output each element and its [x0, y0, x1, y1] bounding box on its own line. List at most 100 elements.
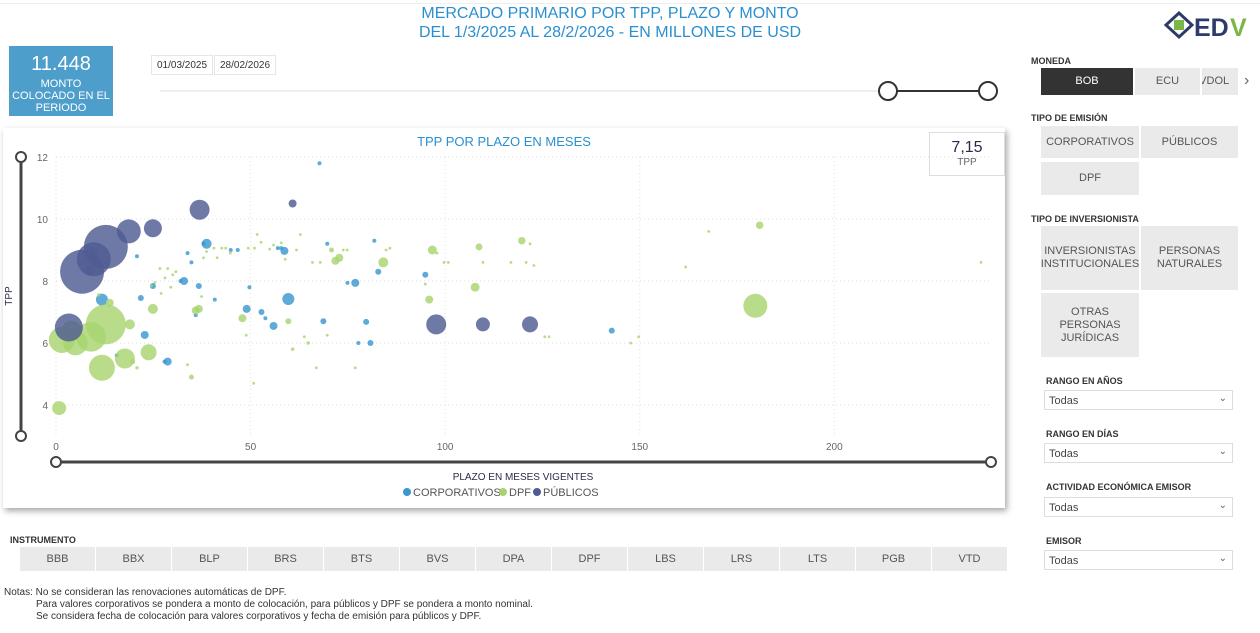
data-point-dpf[interactable]	[283, 257, 287, 261]
data-point-dpf[interactable]	[979, 260, 983, 264]
data-point-dpf[interactable]	[259, 240, 263, 244]
data-point-dpf[interactable]	[329, 247, 334, 253]
data-point-dpf[interactable]	[238, 314, 247, 323]
data-point-dpf[interactable]	[194, 304, 203, 313]
data-point-corporativos[interactable]	[201, 241, 206, 246]
data-point-corporativos[interactable]	[137, 295, 144, 302]
data-point-dpf[interactable]	[140, 344, 157, 361]
data-point-dpf[interactable]	[215, 256, 219, 260]
data-point-dpf[interactable]	[353, 366, 357, 370]
data-point-dpf[interactable]	[130, 359, 136, 365]
data-point-dpf[interactable]	[244, 333, 248, 337]
data-point-dpf[interactable]	[547, 335, 551, 339]
data-point-dpf[interactable]	[509, 260, 513, 264]
data-point-corporativos[interactable]	[356, 341, 361, 345]
instrumento-pgb-button[interactable]: PGB	[856, 547, 931, 571]
data-point-dpf[interactable]	[169, 285, 173, 289]
data-point-dpf[interactable]	[220, 246, 224, 250]
data-point-corporativos[interactable]	[185, 251, 190, 256]
instrumento-dpa-button[interactable]: DPA	[476, 547, 551, 571]
instrumento-bbb-button[interactable]: BBB	[20, 547, 95, 571]
data-point-dpf[interactable]	[255, 233, 259, 236]
data-point-dpf[interactable]	[88, 354, 115, 381]
data-point-dpf[interactable]	[528, 242, 532, 246]
moneda-bob-button[interactable]: BOB	[1041, 68, 1133, 95]
data-point-dpf[interactable]	[518, 236, 526, 245]
data-point-corporativos[interactable]	[189, 260, 194, 265]
data-point-públicos[interactable]	[143, 219, 162, 238]
data-point-corporativos[interactable]	[258, 309, 265, 315]
data-point-dpf[interactable]	[384, 248, 388, 252]
instrumento-bbx-button[interactable]: BBX	[96, 547, 171, 571]
date-slider-end-handle[interactable]	[978, 81, 998, 101]
data-point-dpf[interactable]	[524, 260, 528, 264]
data-point-corporativos[interactable]	[180, 277, 189, 285]
data-point-dpf[interactable]	[290, 347, 295, 351]
data-point-corporativos[interactable]	[363, 318, 370, 325]
emision-corporativos-button[interactable]: CORPORATIVOS	[1041, 126, 1139, 158]
data-point-dpf[interactable]	[158, 267, 162, 271]
data-point-dpf[interactable]	[314, 366, 318, 370]
data-point-dpf[interactable]	[388, 246, 392, 250]
data-point-dpf[interactable]	[707, 229, 711, 233]
data-point-dpf[interactable]	[171, 273, 175, 277]
data-point-dpf[interactable]	[345, 248, 349, 252]
instrumento-dpf-button[interactable]: DPF	[552, 547, 627, 571]
data-point-dpf[interactable]	[124, 319, 135, 330]
instrumento-vtd-button[interactable]: VTD	[932, 547, 1007, 571]
data-point-dpf[interactable]	[475, 243, 483, 251]
x-slider-left-handle[interactable]	[50, 456, 62, 468]
data-point-dpf[interactable]	[446, 260, 450, 264]
data-point-dpf[interactable]	[205, 250, 209, 253]
instrumento-brs-button[interactable]: BRS	[248, 547, 323, 571]
data-point-dpf[interactable]	[252, 381, 256, 385]
data-point-corporativos[interactable]	[282, 292, 295, 305]
data-point-corporativos[interactable]	[163, 357, 172, 366]
data-point-dpf[interactable]	[224, 246, 228, 250]
data-point-dpf[interactable]	[318, 260, 322, 264]
data-point-dpf[interactable]	[163, 276, 167, 280]
data-point-dpf[interactable]	[114, 348, 135, 369]
data-point-dpf[interactable]	[302, 335, 306, 339]
data-point-corporativos[interactable]	[375, 268, 382, 275]
data-point-dpf[interactable]	[149, 284, 153, 288]
data-point-públicos[interactable]	[426, 314, 447, 335]
data-point-dpf[interactable]	[253, 246, 256, 250]
data-point-dpf[interactable]	[427, 245, 437, 255]
moneda-mvdol-button[interactable]: MVDOL	[1202, 68, 1238, 95]
data-point-dpf[interactable]	[268, 247, 272, 251]
instrumento-bts-button[interactable]: BTS	[324, 547, 399, 571]
data-point-públicos[interactable]	[475, 317, 490, 332]
data-point-corporativos[interactable]	[212, 297, 217, 302]
data-point-dpf[interactable]	[481, 260, 485, 264]
data-point-dpf[interactable]	[306, 341, 310, 345]
data-point-corporativos[interactable]	[345, 280, 350, 285]
data-point-dpf[interactable]	[52, 401, 67, 416]
instrumento-lrs-button[interactable]: LRS	[704, 547, 779, 571]
y-slider-top-handle[interactable]	[15, 151, 27, 163]
data-point-dpf[interactable]	[200, 295, 203, 298]
data-point-dpf[interactable]	[335, 253, 344, 262]
data-point-dpf[interactable]	[97, 293, 101, 297]
data-point-corporativos[interactable]	[320, 318, 327, 325]
data-point-corporativos[interactable]	[269, 321, 278, 330]
data-point-dpf[interactable]	[76, 321, 106, 352]
data-point-públicos[interactable]	[60, 249, 105, 294]
actividad-dropdown[interactable]: Todas ⌄	[1044, 497, 1233, 517]
data-point-corporativos[interactable]	[178, 279, 183, 283]
data-point-dpf[interactable]	[135, 366, 139, 370]
data-point-dpf[interactable]	[743, 293, 768, 318]
rango-dias-dropdown[interactable]: Todas ⌄	[1044, 443, 1233, 463]
data-point-dpf[interactable]	[166, 267, 170, 271]
data-point-dpf[interactable]	[212, 246, 216, 250]
data-point-dpf[interactable]	[470, 282, 480, 292]
inversionista-naturales-button[interactable]: PERSONAS NATURALES	[1141, 226, 1238, 290]
data-point-corporativos[interactable]	[228, 248, 233, 252]
data-point-dpf[interactable]	[228, 251, 232, 255]
data-point-públicos[interactable]	[288, 199, 297, 208]
data-point-dpf[interactable]	[298, 233, 302, 236]
data-point-dpf[interactable]	[272, 243, 275, 247]
data-point-corporativos[interactable]	[367, 340, 374, 346]
data-point-dpf[interactable]	[442, 260, 446, 264]
rango-anios-dropdown[interactable]: Todas ⌄	[1044, 390, 1233, 410]
